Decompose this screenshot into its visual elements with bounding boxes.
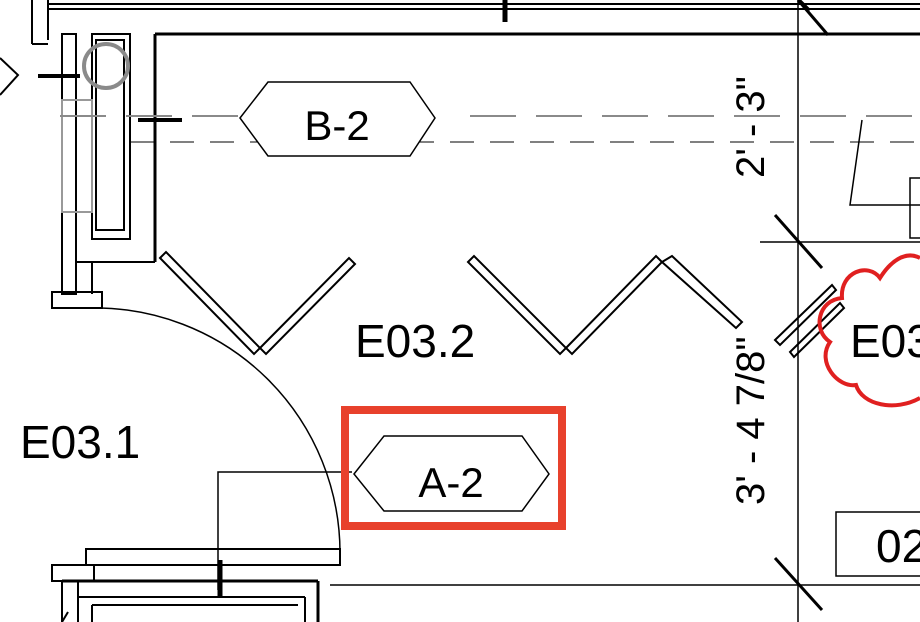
right-wall-lines	[330, 0, 920, 622]
tag-b2-label: B-2	[304, 102, 369, 149]
dashed-reference-lines	[60, 115, 920, 143]
selection-highlight	[341, 406, 566, 530]
tag-b2[interactable]: B-2	[239, 81, 436, 157]
room-number-02: 02	[876, 520, 920, 572]
top-wall	[47, 0, 920, 40]
dimension-ticks	[773, 214, 824, 612]
tag-a2-label: A-2	[418, 459, 483, 506]
top-left-corner	[0, 0, 80, 96]
top-right-door	[849, 119, 920, 239]
dimension-lower: 3' - 4 7/8"	[729, 336, 773, 505]
tag-a2[interactable]: A-2	[353, 435, 550, 512]
room-label-e03-1: E03.1	[20, 416, 140, 468]
room-number-box: 02	[835, 511, 920, 577]
bottom-wall	[51, 548, 341, 622]
bifold-doors	[158, 250, 846, 359]
door-swing	[91, 307, 352, 590]
revision-cloud	[817, 253, 920, 408]
grid-bubble	[82, 42, 130, 90]
room-label-e03-clipped: E03	[850, 315, 920, 367]
room-label-e03-2: E03.2	[355, 315, 475, 367]
dimension-upper: 2' - 3"	[729, 76, 773, 178]
left-wall	[51, 33, 182, 309]
